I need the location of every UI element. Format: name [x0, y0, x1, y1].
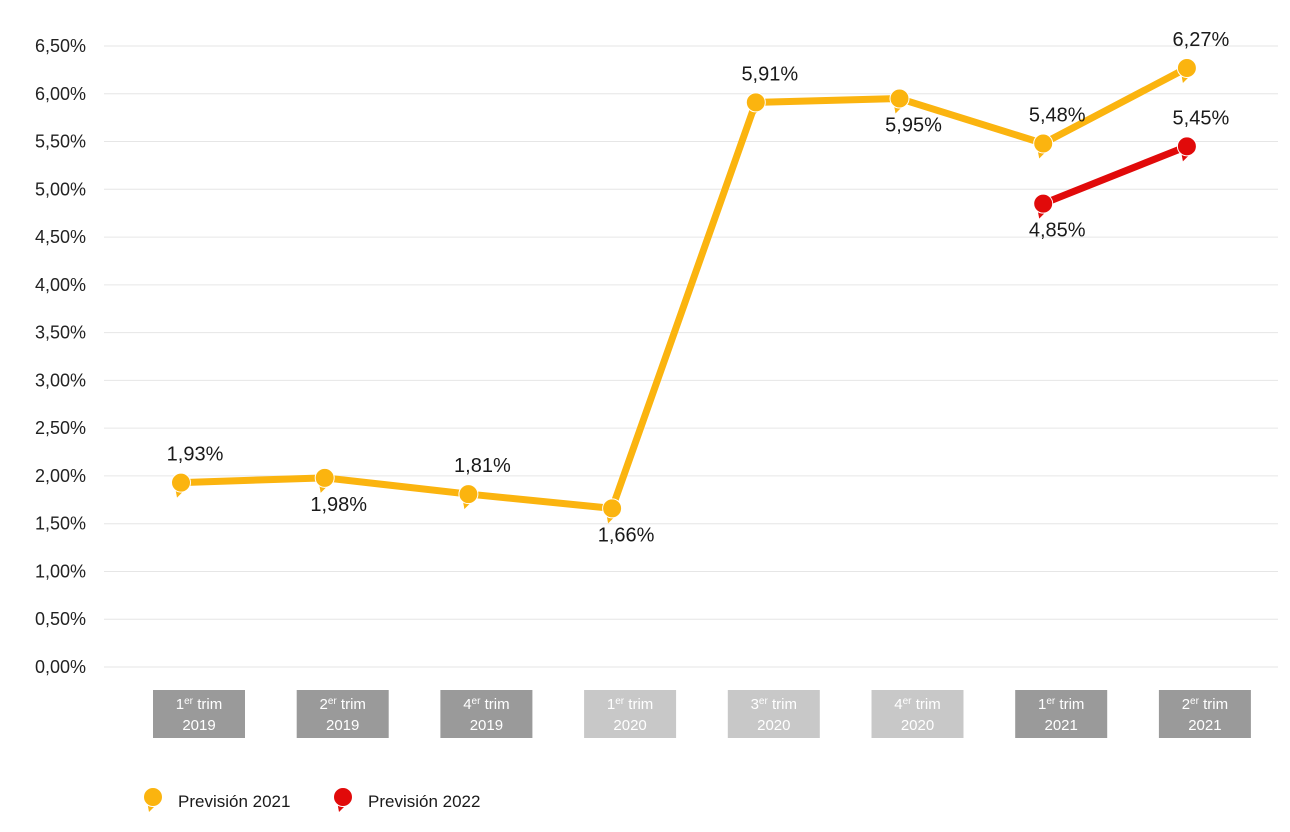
category-box	[153, 690, 245, 738]
category-period: 2er trim	[319, 696, 365, 713]
y-tick-label: 5,00%	[35, 179, 86, 199]
y-tick-label: 1,50%	[35, 514, 86, 534]
data-labels: 1,93% 1,98% 1,81% 1,66% 5,91% 5,95% 5,48% 6,27%…	[167, 29, 1230, 546]
series-lines	[177, 64, 1191, 512]
y-tick-label: 2,50%	[35, 418, 86, 438]
grid-lines	[104, 45, 1278, 668]
y-tick-label: 4,50%	[35, 227, 86, 247]
data-label: 5,95%	[885, 115, 942, 137]
category-box	[1015, 690, 1108, 738]
data-label: 1,81%	[454, 455, 511, 477]
legend: Previsión 2021 Previsión 2022	[143, 787, 480, 812]
y-tick-label: 5,50%	[35, 132, 86, 152]
category-box	[1158, 690, 1251, 738]
y-tick-label: 2,00%	[35, 466, 86, 486]
data-point-marker	[1033, 193, 1054, 219]
category-period: 4er trim	[463, 696, 509, 713]
category-year: 2020	[757, 717, 790, 734]
data-label: 1,66%	[598, 524, 655, 546]
category-year: 2019	[182, 717, 215, 734]
y-tick-label: 3,00%	[35, 370, 86, 390]
legend-marker	[143, 787, 163, 812]
category-period: 1er trim	[1038, 696, 1084, 713]
legend-item: Previsión 2022	[333, 787, 480, 812]
category-year: 2021	[1045, 717, 1078, 734]
category-period: 4er trim	[894, 696, 940, 713]
category-box	[440, 690, 533, 738]
data-label: 4,85%	[1029, 220, 1086, 242]
x-category-label: 1er trim 2020	[584, 690, 677, 738]
category-period: 3er trim	[751, 696, 797, 713]
category-period: 1er trim	[176, 696, 222, 713]
legend-label: Previsión 2022	[368, 792, 480, 811]
x-category-label: 2er trim 2021	[1158, 690, 1251, 738]
category-year: 2019	[470, 717, 503, 734]
category-year: 2021	[1188, 717, 1221, 734]
data-point-marker	[1176, 136, 1197, 162]
data-label: 6,27%	[1173, 29, 1230, 51]
x-category-label: 3er trim 2020	[727, 690, 820, 738]
data-point-marker	[458, 484, 479, 510]
data-label: 5,91%	[741, 63, 798, 85]
y-tick-label: 3,50%	[35, 323, 86, 343]
category-period: 2er trim	[1182, 696, 1228, 713]
data-label: 1,98%	[310, 494, 367, 516]
category-period: 1er trim	[607, 696, 653, 713]
data-point-marker	[889, 88, 910, 114]
category-year: 2020	[901, 717, 934, 734]
y-axis-tick-labels: 0,00% 0,50% 1,00% 1,50% 2,00% 2,50% 3,00% 3,50%…	[35, 36, 86, 677]
series-line	[177, 64, 1191, 512]
data-point-marker	[1176, 57, 1197, 83]
data-label: 5,48%	[1029, 104, 1086, 126]
legend-label: Previsión 2021	[178, 792, 290, 811]
data-point-marker	[745, 92, 766, 118]
data-point-marker	[314, 467, 335, 493]
x-category-label: 1er trim 2019	[153, 690, 245, 738]
category-year: 2020	[613, 717, 646, 734]
legend-item: Previsión 2021	[143, 787, 290, 812]
legend-marker	[333, 787, 353, 812]
data-point-marker	[171, 472, 191, 498]
x-category-label: 4er trim 2019	[440, 690, 533, 738]
x-category-label: 4er trim 2020	[871, 690, 964, 738]
category-box	[296, 690, 389, 738]
category-year: 2019	[326, 717, 359, 734]
x-category-label: 1er trim 2021	[1015, 690, 1108, 738]
data-label: 5,45%	[1173, 107, 1230, 129]
y-tick-label: 6,00%	[35, 84, 86, 104]
category-box	[584, 690, 677, 738]
data-point-marker	[1033, 133, 1054, 159]
y-tick-label: 0,00%	[35, 657, 86, 677]
data-point-marker	[602, 498, 623, 524]
y-tick-label: 1,00%	[35, 561, 86, 581]
data-label: 1,93%	[167, 444, 224, 466]
y-tick-label: 4,00%	[35, 275, 86, 295]
y-tick-label: 0,50%	[35, 609, 86, 629]
x-category-label: 2er trim 2019	[296, 690, 389, 738]
category-box	[871, 690, 964, 738]
series-line	[1039, 142, 1191, 208]
y-tick-label: 6,50%	[35, 36, 86, 56]
series-markers	[171, 57, 1197, 524]
category-box	[727, 690, 820, 738]
